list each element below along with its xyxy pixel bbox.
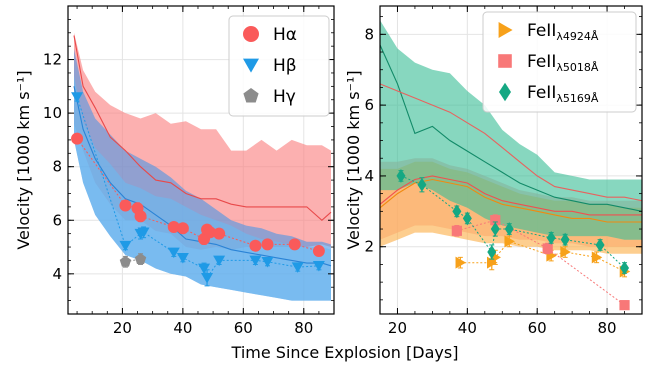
data-point [137,227,150,239]
data-point [261,238,274,251]
y-tick-label: 10 [43,104,62,122]
axes-frame [379,5,643,315]
left-axes: 20 40 60 80 4 6 8 10 12 [43,5,335,337]
data-point [486,256,498,269]
legend-marker [498,22,513,38]
x-tick-label: 40 [173,319,192,337]
x-tick-label: 40 [458,319,477,337]
data-point [288,238,301,251]
left-panel: 20 40 60 80 4 6 8 10 12 Hα Hβ Hγ Velocity [1000 km… [14,5,335,337]
series-connector [456,219,625,306]
data-point [71,92,84,103]
legend-entry-label: FeIIλ4924Å [527,21,599,43]
x-tick-label: 80 [294,319,313,337]
data-point [261,256,274,268]
data-point [560,246,571,259]
data-point [71,132,84,145]
right-ylabel: Velocity [1000 km s⁻¹] [344,70,363,249]
right-plot-area [380,6,642,314]
x-tick-label: 60 [234,319,253,337]
data-point [119,255,132,267]
data-point [504,222,514,236]
data-point [620,261,630,275]
data-point [451,225,462,236]
data-point [176,252,189,264]
y-tick-label: 4 [364,167,374,185]
data-point [487,245,497,259]
data-point [119,240,132,252]
data-point [591,251,603,264]
left-ylabel: Velocity [1000 km s⁻¹] [14,70,33,249]
data-point [249,255,262,267]
legend-marker [243,26,259,42]
data-point [417,177,427,192]
axes-frame [67,5,335,315]
mean-line [73,35,332,222]
data-point [619,300,630,311]
x-tick-label: 80 [598,319,617,337]
data-point [249,239,262,252]
legend-entry-label: Hβ [273,56,297,76]
data-point [201,273,214,284]
data-point [213,227,226,240]
legend-marker [243,58,259,73]
y-tick-label: 8 [364,25,374,43]
data-point [291,262,304,273]
data-point [546,230,556,245]
legend-entry-label: Hγ [273,87,296,107]
x-tick-label: 60 [528,319,547,337]
data-point [455,256,467,269]
data-point [542,243,553,254]
data-point [504,235,515,248]
data-point [490,222,500,236]
data-point [213,255,226,267]
x-tick-label: 20 [113,319,132,337]
data-point [312,260,325,272]
data-point [452,204,462,219]
right-legend: FeIIλ4924Å FeIIλ5018Å FeIIλ5169Å [482,11,637,113]
data-point [134,253,147,264]
right-panel: 20 40 60 80 2 4 6 8 FeIIλ4924Å FeIIλ5018Å FeIIλ51… [344,5,643,337]
left-plot-area [68,6,334,314]
legend-entry-label: FeIIλ5169Å [527,83,599,105]
right-axes: 20 40 60 80 2 4 6 8 [364,5,643,337]
data-point [176,222,189,235]
data-point [490,215,501,226]
legend-marker [499,82,511,102]
data-point [560,232,570,247]
y-tick-label: 6 [364,96,374,114]
legend-marker [498,54,512,68]
data-point [167,247,180,259]
y-tick-label: 8 [52,158,62,176]
data-point [119,199,132,212]
legend-entry-label: FeIIλ5018Å [527,52,599,74]
x-tick-label: 20 [388,319,407,337]
data-point [312,245,325,258]
legend-box [482,11,637,113]
y-tick-label: 12 [43,51,62,69]
legend-marker [243,88,259,103]
velocity-band [380,20,642,240]
x-axis-label: Time Since Explosion [Days] [231,343,459,362]
y-tick-label: 6 [52,211,62,229]
data-point [204,226,217,239]
mean-line [380,44,642,212]
data-point [198,263,211,275]
legend-entry-label: Hα [273,25,297,45]
data-point [167,220,180,233]
left-legend: Hα Hβ Hγ [228,15,330,117]
mean-line [380,83,642,202]
data-point [462,211,472,226]
y-tick-label: 4 [52,265,62,283]
data-point [595,238,605,252]
data-point [134,210,147,223]
y-tick-label: 2 [364,238,374,256]
data-point [396,169,406,183]
